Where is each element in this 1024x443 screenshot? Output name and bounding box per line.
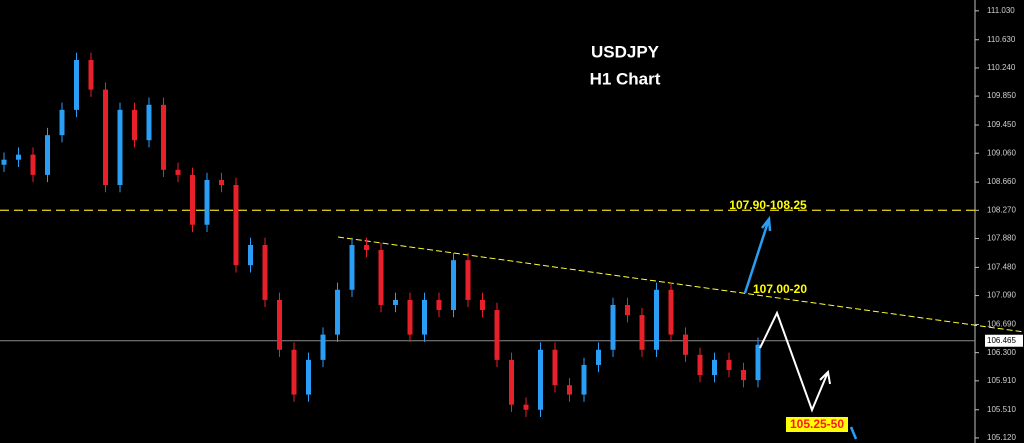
candle-body — [103, 89, 108, 186]
annotation-background — [786, 417, 848, 432]
candle-body — [596, 349, 601, 365]
candle-body — [480, 299, 485, 311]
candle-body — [451, 260, 456, 311]
y-tick-label: 105.910 — [987, 376, 1016, 385]
candle-body — [291, 349, 297, 395]
candle-body — [45, 135, 50, 175]
candle-body — [248, 244, 253, 266]
y-tick-label: 108.270 — [987, 205, 1016, 214]
price-label-box — [985, 334, 1023, 347]
projection-path — [759, 310, 829, 413]
candle-body — [349, 244, 355, 290]
chart-title: USDJPY — [591, 42, 660, 61]
candle-body — [422, 299, 427, 335]
candle-body — [509, 359, 514, 405]
down-arrow — [849, 426, 858, 440]
candle-body — [59, 109, 65, 136]
candle-body — [625, 304, 630, 316]
candle-body — [364, 244, 369, 251]
candle-body — [233, 185, 239, 266]
candle-body — [175, 169, 181, 175]
candle-body — [219, 179, 224, 186]
candle-body — [306, 359, 311, 395]
candle-body — [407, 299, 413, 335]
candle-body — [320, 334, 326, 360]
candle-body — [741, 370, 746, 381]
y-tick-label: 109.060 — [987, 148, 1016, 157]
candle-body — [552, 349, 558, 386]
y-tick-label: 109.450 — [987, 120, 1016, 129]
candle-body — [117, 109, 123, 186]
candle-body — [436, 299, 442, 311]
y-tick-label: 107.090 — [987, 291, 1016, 300]
candle-body — [494, 310, 500, 360]
up-arrowhead — [761, 215, 772, 232]
annotation: 105.25-50 — [790, 417, 844, 431]
up-arrow — [743, 221, 770, 294]
candle-body — [668, 289, 674, 335]
candle-body — [378, 250, 384, 305]
candle-body — [697, 354, 703, 376]
candle-body — [132, 109, 137, 141]
candle-body — [538, 349, 543, 410]
y-tick-label: 108.660 — [987, 177, 1016, 186]
candle-body — [161, 104, 166, 170]
candle-body — [30, 154, 36, 175]
y-tick-label: 109.850 — [987, 91, 1016, 100]
candle-body — [465, 260, 471, 300]
y-tick-label: 105.510 — [987, 405, 1016, 414]
y-tick-label: 107.480 — [987, 262, 1016, 271]
y-tick-label: 111.030 — [987, 6, 1015, 15]
y-tick-label: 110.240 — [987, 63, 1016, 72]
annotation: 107.00-20 — [753, 282, 807, 296]
annotation: 107.90-108.25 — [729, 198, 807, 212]
y-tick-label: 110.630 — [987, 35, 1016, 44]
candle-body — [393, 299, 398, 305]
y-tick-label: 106.690 — [987, 320, 1016, 329]
y-axis: 111.030 110.630 110.240 109.850 109.450 109.0… — [974, 0, 1016, 443]
candle-body — [712, 359, 717, 376]
candle-body — [755, 344, 761, 381]
candle-body — [16, 154, 21, 160]
y-tick-label: 105.120 — [987, 433, 1016, 442]
candle-body — [610, 304, 616, 350]
candles — [1, 52, 761, 417]
candle-body — [335, 289, 340, 335]
candle-body — [204, 179, 210, 225]
price-label: 106.465 — [987, 336, 1016, 345]
candle-body — [581, 364, 587, 395]
candle-body — [683, 334, 688, 355]
levels: 106.465 — [0, 209, 1023, 347]
candle-body — [190, 174, 195, 225]
y-tick-label: 107.880 — [987, 234, 1016, 243]
candle-body — [88, 59, 94, 90]
candle-body — [277, 299, 282, 350]
candle-body — [639, 315, 645, 350]
candle-body — [1, 159, 7, 165]
candle-body — [654, 289, 659, 350]
candle-body — [523, 404, 529, 410]
candle-body — [146, 104, 152, 141]
candle-body — [262, 244, 268, 300]
y-tick-label: 106.300 — [987, 348, 1016, 357]
trend-line — [337, 236, 1024, 333]
candle-body — [74, 59, 79, 110]
chart-subtitle: H1 Chart — [590, 69, 661, 88]
projection-arrowhead — [819, 369, 831, 385]
candle-body — [567, 385, 572, 395]
candle-body — [726, 359, 732, 371]
